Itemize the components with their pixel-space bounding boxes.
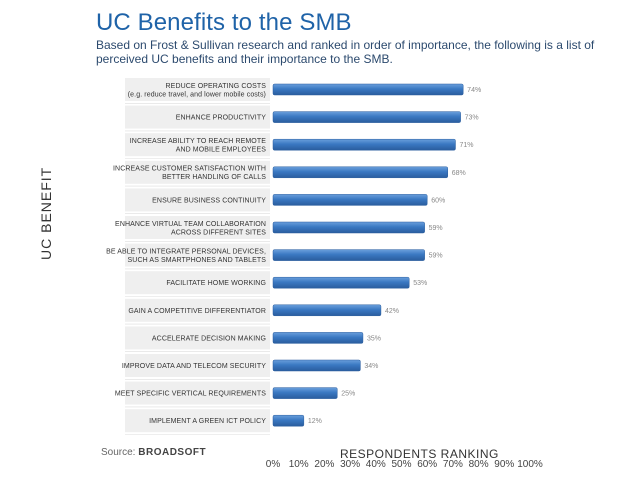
category-label: BE ABLE TO INTEGRATE PERSONAL DEVICES, xyxy=(106,248,266,255)
bar xyxy=(272,111,461,123)
category-box xyxy=(125,354,270,377)
x-tick-label: 50% xyxy=(391,459,411,470)
category-label: FACILITATE HOME WORKING xyxy=(166,280,266,287)
category-label: MEET SPECIFIC VERTICAL REQUIREMENTS xyxy=(115,391,266,398)
x-tick-label: 60% xyxy=(417,459,437,470)
x-tick-label: 30% xyxy=(340,459,360,470)
value-label: 73% xyxy=(465,115,479,122)
category-label: IMPLEMENT A GREEN ICT POLICY xyxy=(149,418,266,425)
value-label: 34% xyxy=(364,363,378,370)
value-label: 42% xyxy=(385,308,399,315)
value-label: 59% xyxy=(429,253,443,260)
x-tick-label: 10% xyxy=(289,459,309,470)
x-tick-label: 40% xyxy=(366,459,386,470)
category-box xyxy=(125,409,270,433)
bar xyxy=(272,194,428,206)
category-box xyxy=(125,78,270,101)
bar xyxy=(272,276,410,289)
category-box xyxy=(125,133,270,157)
bar xyxy=(272,166,449,179)
category-label: GAIN A COMPETITIVE DIFFERENTIATOR xyxy=(128,308,266,315)
value-label: 25% xyxy=(341,391,355,398)
category-box xyxy=(125,326,270,350)
value-label: 74% xyxy=(467,87,481,94)
source-credit: Source: BROADSOFT xyxy=(101,447,206,458)
bar xyxy=(272,221,425,234)
x-tick-label: 90% xyxy=(494,459,514,470)
category-label: ACCELERATE DECISION MAKING xyxy=(152,335,266,342)
category-box xyxy=(125,216,270,239)
x-tick-label: 100% xyxy=(517,459,543,470)
category-label: INCREASE ABILITY TO REACH REMOTE xyxy=(130,138,266,145)
x-tick-label: 0% xyxy=(266,459,281,470)
bar xyxy=(272,387,338,399)
category-box xyxy=(125,105,270,129)
bar xyxy=(272,138,456,151)
category-label: ENHANCE VIRTUAL TEAM COLLABORATION xyxy=(115,221,266,228)
category-label: INCREASE CUSTOMER SATISFACTION WITH xyxy=(113,166,266,173)
category-box xyxy=(125,271,270,295)
value-label: 35% xyxy=(367,335,381,342)
value-label: 71% xyxy=(459,142,473,149)
category-label: SUCH AS SMARTPHONES AND TABLETS xyxy=(128,257,267,264)
x-axis-title: RESPONDENTS RANKING xyxy=(340,447,499,461)
category-label: AND MOBILE EMPLOYEES xyxy=(176,146,267,153)
broadsoft-logo: BROADSOFT xyxy=(138,447,207,458)
bar xyxy=(272,249,425,261)
x-tick-label: 80% xyxy=(469,459,489,470)
x-tick-label: 70% xyxy=(443,459,463,470)
bar xyxy=(272,304,382,317)
category-box xyxy=(125,160,270,184)
value-label: 53% xyxy=(413,280,427,287)
value-label: 12% xyxy=(308,418,322,425)
source-label: Source: xyxy=(101,447,136,458)
category-label: REDUCE OPERATING COSTS xyxy=(166,83,267,90)
category-box xyxy=(125,243,270,267)
category-label: ENSURE BUSINESS CONTINUITY xyxy=(152,197,266,204)
bar xyxy=(272,359,361,372)
chart-subtitle: Based on Frost & Sullivan research and r… xyxy=(96,38,595,66)
x-tick-label: 20% xyxy=(314,459,334,470)
category-label: IMPROVE DATA AND TELECOM SECURITY xyxy=(122,363,266,370)
value-label: 68% xyxy=(452,170,466,177)
bar xyxy=(272,83,464,96)
category-box xyxy=(125,298,270,322)
category-box xyxy=(125,188,270,212)
value-label: 59% xyxy=(429,225,443,232)
category-box xyxy=(125,381,270,405)
category-label: (e.g. reduce travel, and lower mobile co… xyxy=(128,91,266,98)
value-label: 60% xyxy=(431,197,445,204)
bar xyxy=(272,332,364,344)
category-label: ENHANCE PRODUCTIVITY xyxy=(176,115,267,122)
bar xyxy=(272,414,305,427)
category-label: ACROSS DIFFERENT SITES xyxy=(171,229,266,236)
chart-title: UC Benefits to the SMB xyxy=(96,9,352,36)
category-label: BETTER HANDLING OF CALLS xyxy=(162,174,266,181)
